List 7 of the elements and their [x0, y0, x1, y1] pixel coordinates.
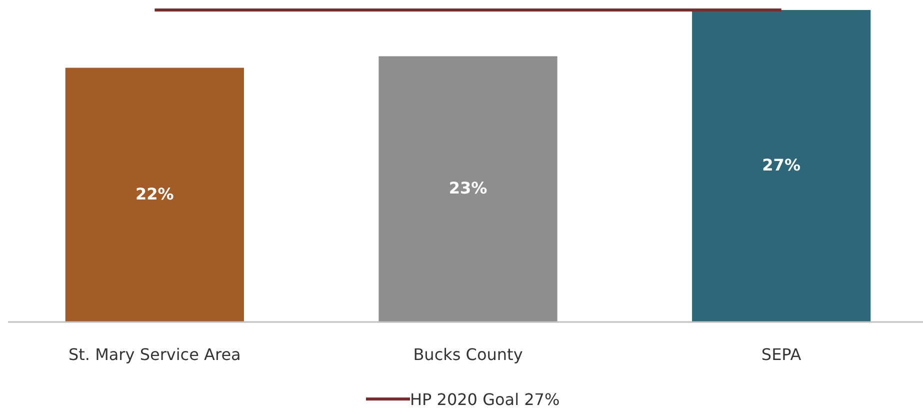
data-label: 22% [136, 184, 174, 204]
x-tick-label: Bucks County [413, 345, 523, 364]
data-label: 27% [762, 155, 800, 174]
data-label: 23% [448, 178, 488, 198]
legend-label: HP 2020 Goal 27% [410, 390, 560, 409]
x-tick-label: SEPA [761, 345, 802, 364]
x-tick-label: St. Mary Service Area [68, 345, 241, 364]
